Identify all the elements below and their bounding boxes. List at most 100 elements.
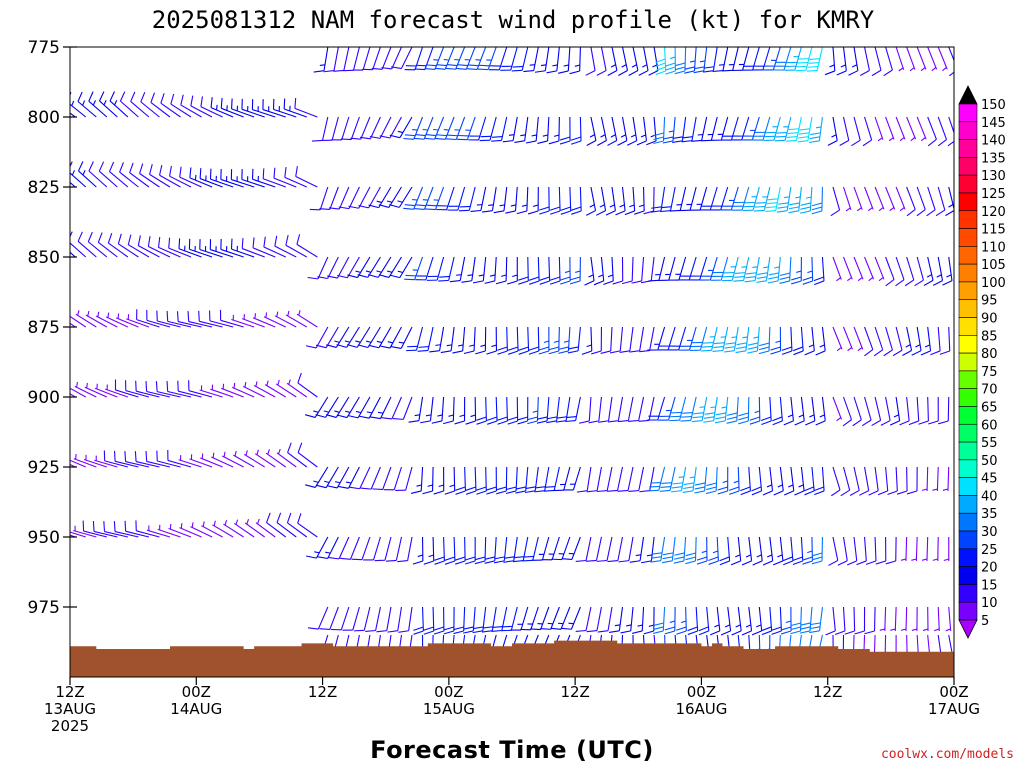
barb-half-feather xyxy=(714,624,720,628)
barb-shaft xyxy=(681,116,687,141)
barb-shaft xyxy=(211,456,234,468)
x-tick-label: 17AUG xyxy=(928,700,980,718)
barb-shaft xyxy=(842,466,851,491)
barb-feather xyxy=(539,210,550,215)
wind-barb xyxy=(188,380,213,398)
wind-barb xyxy=(505,466,518,495)
barb-feather xyxy=(631,280,642,284)
barb-shaft xyxy=(399,256,413,278)
wind-barb xyxy=(629,326,645,353)
wind-barb xyxy=(528,326,540,355)
barb-shaft xyxy=(494,256,497,281)
barb-shaft xyxy=(769,536,774,561)
barb-shaft xyxy=(936,466,939,492)
wind-barb xyxy=(911,326,922,356)
barb-half-feather xyxy=(722,480,728,484)
x-tick-label: 16AUG xyxy=(675,700,727,718)
barb-shaft xyxy=(853,466,860,491)
wind-barb xyxy=(559,116,571,145)
barb-feather xyxy=(157,236,161,248)
barb-feather xyxy=(486,416,498,421)
barb-shaft xyxy=(297,382,318,398)
wind-barb xyxy=(802,256,814,285)
barb-feather xyxy=(811,552,823,557)
barb-shaft xyxy=(231,386,255,398)
barb-shaft xyxy=(119,171,139,188)
wind-barb xyxy=(127,234,150,258)
barb-shaft xyxy=(937,47,948,70)
barb-feather xyxy=(160,93,165,104)
barb-feather xyxy=(768,276,779,280)
barb-half-feather xyxy=(787,414,794,418)
barb-shaft xyxy=(178,321,202,328)
barb-feather xyxy=(443,630,455,635)
wind-barb xyxy=(731,186,750,211)
barb-shaft xyxy=(378,326,392,349)
wind-barb xyxy=(760,396,772,426)
wind-barb xyxy=(534,47,550,73)
wind-barb xyxy=(839,116,850,147)
barb-half-feather xyxy=(742,336,748,339)
barb-feather xyxy=(120,22,124,31)
barb-shaft xyxy=(199,320,223,328)
barb-shaft xyxy=(348,186,360,209)
wind-barb xyxy=(84,47,86,48)
barb-feather xyxy=(97,232,103,243)
barb-half-feather xyxy=(909,67,915,72)
barb-half-feather xyxy=(942,66,947,72)
wind-barb xyxy=(230,169,255,188)
barb-shaft xyxy=(146,529,171,538)
wind-barb xyxy=(70,463,76,468)
wind-barb xyxy=(126,314,150,328)
wind-barb xyxy=(389,256,413,279)
barb-feather xyxy=(734,275,745,278)
wind-barb xyxy=(596,466,613,493)
y-tick-label: 825 xyxy=(28,178,60,198)
credit-text[interactable]: coolwx.com/models xyxy=(881,747,1014,762)
wind-barb xyxy=(168,237,192,258)
barb-feather xyxy=(634,210,645,215)
barb-shaft xyxy=(916,326,922,351)
barb-feather xyxy=(871,69,882,77)
barb-shaft xyxy=(118,243,139,258)
barb-feather xyxy=(682,490,694,493)
barb-shaft xyxy=(146,460,171,468)
wind-barb xyxy=(672,116,687,143)
barb-feather xyxy=(738,412,749,417)
wind-barb xyxy=(493,186,508,214)
wind-barb xyxy=(274,235,297,258)
barb-feather xyxy=(511,69,523,72)
barb-shaft xyxy=(873,606,876,632)
barb-shaft xyxy=(514,186,518,211)
barb-shaft xyxy=(906,186,916,210)
barb-half-feather xyxy=(699,60,706,63)
wind-barb xyxy=(617,466,634,492)
barb-shaft xyxy=(95,315,118,328)
barb-feather xyxy=(916,209,926,217)
barb-feather xyxy=(496,486,507,491)
barb-feather xyxy=(137,235,141,246)
wind-barb xyxy=(135,380,160,398)
wind-barb xyxy=(762,47,781,71)
wind-barb xyxy=(828,536,839,566)
wind-barb xyxy=(800,186,813,214)
barb-shaft xyxy=(93,530,118,538)
barb-feather xyxy=(618,560,629,563)
wind-barb xyxy=(220,168,244,188)
barb-shaft xyxy=(140,101,160,118)
wind-barb xyxy=(516,186,529,215)
wind-barb xyxy=(918,396,929,425)
barb-feather xyxy=(904,279,915,287)
barb-half-feather xyxy=(807,550,813,554)
wind-barb xyxy=(453,606,466,635)
wind-barb xyxy=(794,466,805,496)
wind-barb xyxy=(636,116,648,146)
barb-shaft xyxy=(200,47,202,48)
barb-half-feather xyxy=(489,274,496,277)
barb-shaft xyxy=(551,536,560,561)
barb-feather xyxy=(680,419,691,422)
barb-shaft xyxy=(732,47,739,71)
barb-feather xyxy=(813,276,824,282)
barb-half-feather xyxy=(136,30,138,35)
wind-barb xyxy=(360,466,381,490)
